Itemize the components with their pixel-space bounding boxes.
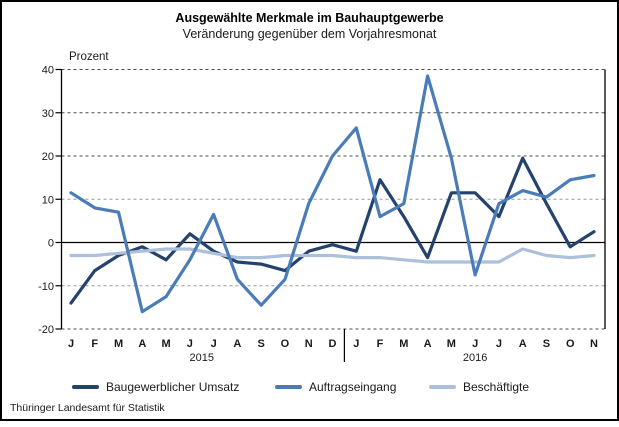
y-axis-unit-label: Prozent	[69, 51, 109, 63]
line-chart: 40 30 20 10 0 -10 -20 J F M A M J J A S O N D J F M A M J J A S O N 20…	[38, 65, 606, 364]
month-label-9: O	[281, 338, 290, 350]
month-label-4: M	[162, 338, 171, 350]
y-tick-label-30: 30	[42, 108, 54, 120]
y-tick-label-40: 40	[42, 65, 54, 77]
y-tick-label-0: 0	[48, 238, 54, 250]
legend-label-auftragseingang: Auftragseingang	[309, 380, 397, 394]
y-tick-label-20: 20	[42, 151, 54, 163]
month-label-15: A	[424, 338, 432, 350]
month-label-8: S	[258, 338, 265, 350]
month-label-3: A	[138, 338, 146, 350]
legend-swatch-beschaeftigte	[429, 384, 456, 390]
month-label-17: J	[472, 338, 478, 350]
legend-item-auftragseingang: Auftragseingang	[275, 379, 396, 395]
month-label-16: M	[447, 338, 456, 350]
month-label-1: F	[91, 338, 98, 350]
y-tick-label--10: -10	[38, 281, 54, 293]
series-line-auftragseingang	[69, 74, 596, 314]
y-tick-label-10: 10	[42, 194, 54, 206]
month-label-11: D	[329, 338, 337, 350]
year-label-2015: 2015	[190, 352, 214, 364]
month-label-5: J	[187, 338, 193, 350]
month-label-13: F	[377, 338, 384, 350]
legend-label-umsatz: Baugewerblicher Umsatz	[106, 380, 240, 394]
month-label-22: N	[590, 338, 598, 350]
month-label-7: A	[233, 338, 241, 350]
chart-title: Ausgewählte Merkmale im Bauhauptgewerbe	[175, 11, 444, 25]
month-label-0: J	[68, 338, 74, 350]
month-label-18: J	[496, 338, 502, 350]
series-line-baugewerblicher-umsatz	[69, 156, 596, 305]
legend-item-umsatz: Baugewerblicher Umsatz	[72, 379, 239, 395]
month-label-14: M	[399, 338, 408, 350]
month-label-19: A	[519, 338, 527, 350]
year-label-2016: 2016	[463, 352, 487, 364]
legend-swatch-umsatz	[72, 384, 99, 390]
month-label-2: M	[114, 338, 123, 350]
chart-subtitle: Veränderung gegenüber dem Vorjahresmonat	[182, 27, 437, 41]
month-label-12: J	[353, 338, 359, 350]
legend-item-beschaeftigte: Beschäftigte	[429, 379, 529, 395]
source-attribution: Thüringer Landesamt für Statistik	[10, 402, 165, 414]
month-label-20: S	[543, 338, 550, 350]
legend-swatch-auftragseingang	[275, 384, 302, 390]
y-tick-label--20: -20	[38, 324, 54, 336]
series-line-besch-ftigte	[69, 247, 596, 264]
month-label-21: O	[566, 338, 575, 350]
month-label-6: J	[211, 338, 217, 350]
legend-label-beschaeftigte: Beschäftigte	[463, 380, 530, 394]
chart-legend: Baugewerblicher Umsatz Auftragseingang B…	[2, 379, 617, 395]
month-label-10: N	[305, 338, 313, 350]
